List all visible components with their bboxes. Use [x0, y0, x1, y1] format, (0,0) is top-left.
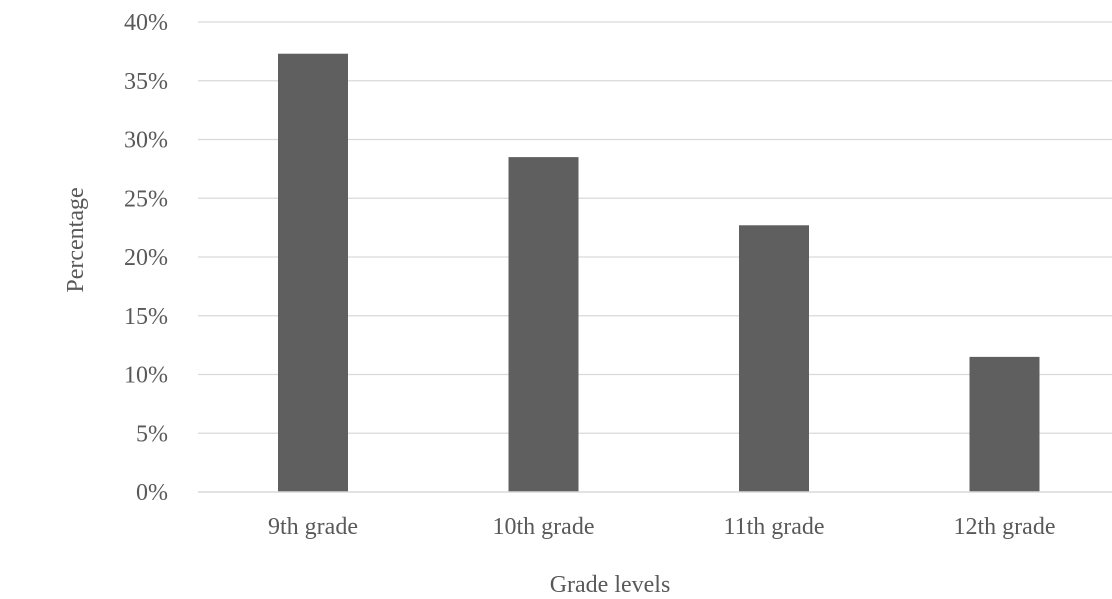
- y-tick-label: 10%: [124, 363, 168, 389]
- x-tick-label: 10th grade: [493, 514, 595, 540]
- y-tick-labels: 0% 5% 10% 15% 20% 25% 30% 35% 40%: [124, 10, 168, 506]
- y-tick-label: 40%: [124, 10, 168, 36]
- y-tick-label: 15%: [124, 304, 168, 330]
- y-tick-label: 30%: [124, 128, 168, 154]
- x-tick-label: 11th grade: [723, 514, 824, 540]
- y-tick-label: 0%: [136, 480, 168, 506]
- bar-11th-grade: [739, 225, 809, 492]
- bar-10th-grade: [508, 157, 579, 492]
- y-tick-label: 25%: [124, 186, 168, 212]
- bar-12th-grade: [969, 356, 1040, 492]
- y-tick-label: 35%: [124, 69, 168, 95]
- y-axis-title: Percentage: [63, 187, 89, 292]
- bars: [278, 53, 1040, 492]
- x-axis-title: Grade levels: [550, 572, 671, 598]
- bar-9th-grade: [278, 53, 348, 492]
- y-tick-label: 5%: [136, 421, 168, 447]
- gridlines: [198, 21, 1112, 434]
- x-tick-labels: 9th grade 10th grade 11th grade 12th grade: [268, 514, 1055, 540]
- y-tick-label: 20%: [124, 245, 168, 271]
- x-tick-label: 9th grade: [268, 514, 358, 540]
- x-tick-label: 12th grade: [954, 514, 1056, 540]
